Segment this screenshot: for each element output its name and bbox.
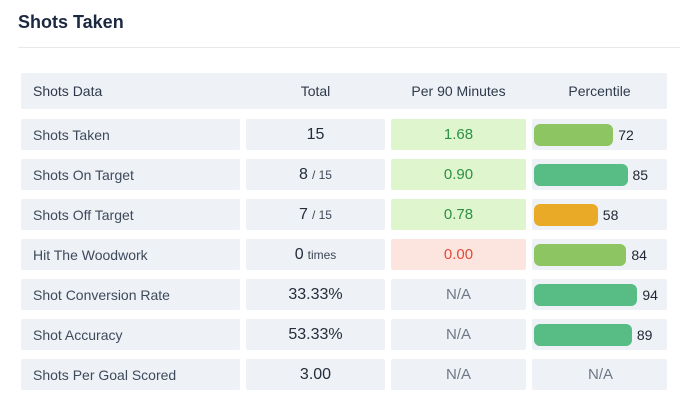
percentile-value: 89 [636, 326, 653, 343]
table-body: Shots Taken 15 1.68 72 Shots On Target 8… [21, 119, 667, 390]
table-row: Hit The Woodwork 0 times 0.00 84 [21, 239, 667, 270]
table-row: Shots On Target 8 / 15 0.90 85 [21, 159, 667, 190]
percentile-bar [534, 123, 614, 146]
stat-percentile: 72 [532, 119, 667, 150]
stat-per90: 0.90 [391, 159, 526, 190]
percentile-bar [534, 283, 638, 306]
stat-total-value: 7 [299, 205, 308, 223]
stat-total: 0 times [246, 239, 385, 270]
percentile-value: 85 [632, 166, 649, 183]
stat-per90: 1.68 [391, 119, 526, 150]
table-row: Shots Per Goal Scored 3.00 N/A N/A [21, 359, 667, 390]
stat-label: Shots On Target [21, 159, 240, 190]
stat-label: Shots Taken [21, 119, 240, 150]
stat-percentile: N/A [532, 359, 667, 390]
stat-total: 53.33% [246, 319, 385, 350]
percentile-bar [534, 323, 632, 346]
stat-percentile: 58 [532, 199, 667, 230]
stat-total-value: 3.00 [299, 365, 332, 383]
stat-per90: N/A [391, 359, 526, 390]
column-header-per90: Per 90 Minutes [411, 83, 506, 99]
stat-total-suffix: / 15 [311, 167, 332, 182]
stat-total-value: 0 [294, 245, 304, 263]
stat-label: Shot Accuracy [21, 319, 240, 350]
stat-total-value: 15 [306, 125, 325, 143]
stat-percentile: 85 [532, 159, 667, 190]
stat-total: 33.33% [246, 279, 385, 310]
stat-total: 15 [246, 119, 385, 150]
title-divider [18, 47, 680, 48]
percentile-value: 94 [642, 286, 658, 303]
percentile-bar [534, 203, 598, 226]
stat-per90: N/A [391, 319, 526, 350]
percentile-bar [534, 163, 628, 186]
stat-total: 7 / 15 [246, 199, 385, 230]
percentile-value: N/A [587, 366, 613, 383]
stat-total: 8 / 15 [246, 159, 385, 190]
stat-label: Shot Conversion Rate [21, 279, 240, 310]
table-row: Shots Off Target 7 / 15 0.78 58 [21, 199, 667, 230]
stat-percentile: 94 [532, 279, 667, 310]
stat-per90: N/A [391, 279, 526, 310]
page-title: Shots Taken [18, 12, 124, 32]
percentile-value: 58 [602, 206, 619, 223]
stat-per90: 0.00 [391, 239, 526, 270]
percentile-bar [534, 243, 627, 266]
stat-total-value: 8 [299, 165, 308, 183]
column-header-percentile: Percentile [568, 83, 631, 99]
stat-label: Shots Per Goal Scored [21, 359, 240, 390]
percentile-value: 72 [618, 126, 634, 143]
column-header-shots-data: Shots Data [33, 83, 103, 99]
stat-total-value: 33.33% [288, 285, 343, 303]
percentile-value: 84 [631, 246, 647, 263]
table-header-row: Shots Data Total Per 90 Minutes Percenti… [21, 73, 667, 109]
stat-label: Shots Off Target [21, 199, 240, 230]
shots-data-table: Shots Data Total Per 90 Minutes Percenti… [21, 73, 667, 390]
stat-total-value: 53.33% [288, 325, 343, 343]
stat-per90: 0.78 [391, 199, 526, 230]
table-row: Shot Conversion Rate 33.33% N/A 94 [21, 279, 667, 310]
table-row: Shots Taken 15 1.68 72 [21, 119, 667, 150]
stat-total: 3.00 [246, 359, 385, 390]
stat-total-suffix: / 15 [311, 207, 332, 222]
stat-percentile: 84 [532, 239, 667, 270]
stat-percentile: 89 [532, 319, 667, 350]
stat-label: Hit The Woodwork [21, 239, 240, 270]
stat-total-suffix: times [307, 247, 337, 262]
column-header-total: Total [300, 83, 331, 99]
table-row: Shot Accuracy 53.33% N/A 89 [21, 319, 667, 350]
